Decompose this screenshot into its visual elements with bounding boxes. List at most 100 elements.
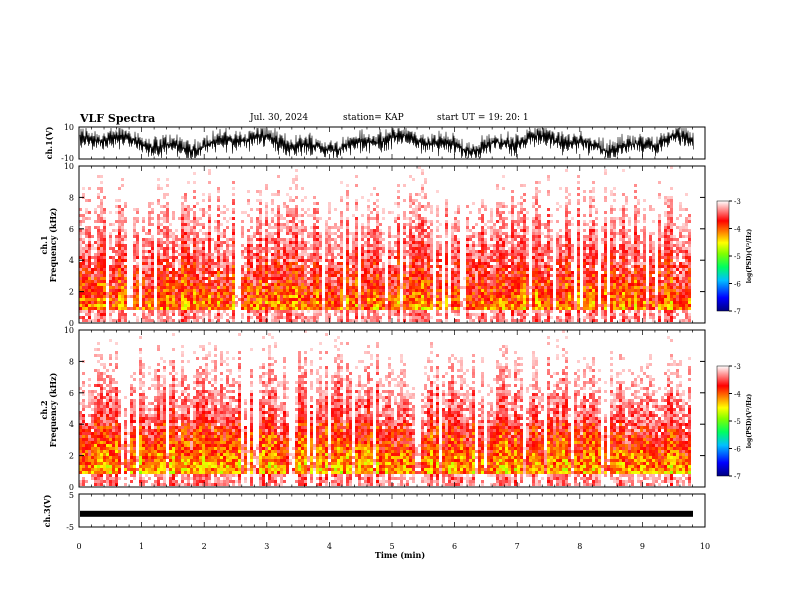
spectrogram-cell — [196, 238, 199, 241]
spectrogram-cell — [97, 193, 100, 196]
spectrogram-cell — [589, 235, 592, 238]
spectrogram-cell — [409, 175, 412, 178]
spectrogram-cell — [118, 292, 121, 295]
spectrogram-cell — [277, 298, 280, 301]
spectrogram-cell — [499, 310, 502, 313]
spectrogram-cell — [541, 250, 544, 253]
spectrogram-cell — [373, 292, 376, 295]
spectrogram-cell — [235, 301, 238, 304]
spectrogram-cell — [88, 232, 91, 235]
spectrogram-cell — [175, 244, 178, 247]
spectrogram-cell — [541, 268, 544, 271]
spectrogram-cell — [583, 307, 586, 310]
spectrogram-cell — [415, 295, 418, 298]
spectrogram-cell — [370, 235, 373, 238]
spectrogram-cell — [124, 217, 127, 220]
spectrogram-cell — [307, 271, 310, 274]
spectrogram-cell — [403, 316, 406, 319]
spectrogram-cell — [136, 271, 139, 274]
spectrogram-cell — [91, 304, 94, 307]
spectrogram-cell — [457, 250, 460, 253]
spectrogram-cell — [301, 277, 304, 280]
spectrogram-cell — [517, 235, 520, 238]
spectrogram-cell — [520, 277, 523, 280]
spectrogram-cell — [424, 286, 427, 289]
spectrogram-cell — [355, 217, 358, 220]
spectrogram-cell — [217, 262, 220, 265]
spectrogram-cell — [346, 292, 349, 295]
spectrogram-cell — [520, 319, 523, 322]
spectrogram-cell — [418, 319, 421, 322]
spectrogram-cell — [547, 250, 550, 253]
spectrogram-cell — [532, 277, 535, 280]
spectrogram-cell — [376, 226, 379, 229]
spectrogram-cell — [277, 193, 280, 196]
spectrogram-cell — [511, 199, 514, 202]
spectrogram-cell — [274, 226, 277, 229]
spectrogram-cell — [103, 259, 106, 262]
spectrogram-cell — [466, 238, 469, 241]
spectrogram-cell — [181, 247, 184, 250]
spectrogram-cell — [271, 280, 274, 283]
spectrogram-cell — [568, 307, 571, 310]
spectrogram-cell — [298, 316, 301, 319]
spectrogram-cell — [496, 277, 499, 280]
spectrogram-cell — [256, 316, 259, 319]
spectrogram-cell — [346, 256, 349, 259]
spectrogram-cell — [283, 202, 286, 205]
spectrogram-cell — [472, 247, 475, 250]
spectrogram-cell — [583, 277, 586, 280]
spectrogram-cell — [295, 187, 298, 190]
spectrogram-cell — [298, 295, 301, 298]
spectrogram-cell — [331, 232, 334, 235]
spectrogram-cell — [136, 292, 139, 295]
spectrogram-cell — [577, 214, 580, 217]
spectrogram-cell — [247, 307, 250, 310]
spectrogram-cell — [184, 241, 187, 244]
spectrogram-cell — [457, 262, 460, 265]
spectrogram-cell — [535, 256, 538, 259]
spectrogram-cell — [259, 208, 262, 211]
spectrogram-cell — [268, 226, 271, 229]
spectrogram-cell — [346, 244, 349, 247]
spectrogram-cell — [418, 292, 421, 295]
spectrogram-cell — [472, 232, 475, 235]
spectrogram-cell — [190, 229, 193, 232]
spectrogram-cell — [208, 193, 211, 196]
spectrogram-cell — [385, 304, 388, 307]
spectrogram-cell — [214, 304, 217, 307]
spectrogram-cell — [538, 235, 541, 238]
spectrogram-cell — [529, 292, 532, 295]
spectrogram-cell — [163, 196, 166, 199]
spectrogram-cell — [523, 262, 526, 265]
spectrogram-cell — [328, 301, 331, 304]
spectrogram-cell — [406, 271, 409, 274]
spectrogram-cell — [556, 208, 559, 211]
spectrogram-cell — [394, 298, 397, 301]
spectrogram-cell — [199, 280, 202, 283]
spectrogram-cell — [445, 277, 448, 280]
spectrogram-cell — [403, 217, 406, 220]
spectrogram-cell — [499, 211, 502, 214]
spectrogram-cell — [346, 238, 349, 241]
spectrogram-cell — [340, 244, 343, 247]
spectrogram-cell — [259, 259, 262, 262]
spectrogram-cell — [589, 196, 592, 199]
spectrogram-cell — [301, 259, 304, 262]
spectrogram-cell — [307, 247, 310, 250]
spectrogram-cell — [193, 319, 196, 322]
spectrogram-cell — [511, 247, 514, 250]
spectrogram-cell — [169, 286, 172, 289]
spectrogram-cell — [232, 283, 235, 286]
spectrogram-cell — [418, 244, 421, 247]
spectrogram-cell — [544, 244, 547, 247]
spectrogram-cell — [337, 226, 340, 229]
spectrogram-cell — [568, 193, 571, 196]
spectrogram-cell — [556, 280, 559, 283]
spectrogram-cell — [550, 283, 553, 286]
spectrogram-cell — [346, 250, 349, 253]
spectrogram-cell — [406, 280, 409, 283]
spectrogram-cell — [535, 298, 538, 301]
spectrogram-cell — [472, 277, 475, 280]
spectrogram-cell — [364, 316, 367, 319]
